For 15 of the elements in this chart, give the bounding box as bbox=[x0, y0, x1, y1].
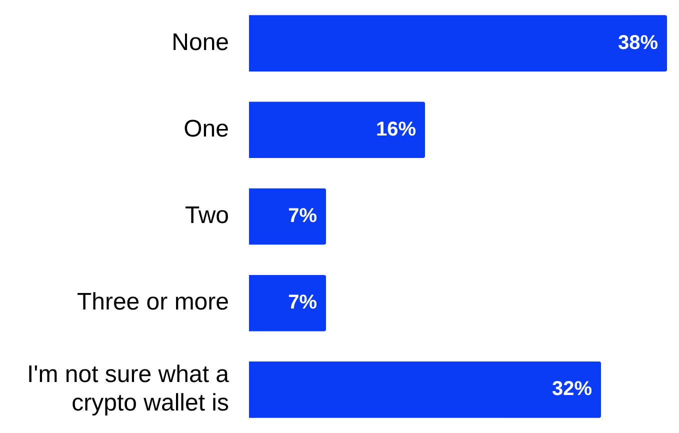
bar bbox=[249, 188, 326, 245]
y-tick-label: I'm not sure what a crypto wallet is bbox=[26, 360, 230, 417]
bar bbox=[249, 102, 426, 158]
y-tick-label: One bbox=[184, 116, 230, 143]
y-tick-label: Two bbox=[184, 202, 230, 230]
data-label: 16% bbox=[376, 118, 416, 140]
data-label: 7% bbox=[288, 205, 318, 228]
y-tick-label: None bbox=[172, 28, 230, 56]
data-label: 38% bbox=[618, 32, 658, 54]
bar bbox=[249, 274, 326, 332]
bar bbox=[249, 15, 667, 72]
y-tick-label: Three or more bbox=[76, 288, 230, 316]
data-label: 7% bbox=[288, 292, 318, 314]
data-label: 32% bbox=[552, 378, 592, 400]
bar bbox=[249, 362, 601, 418]
